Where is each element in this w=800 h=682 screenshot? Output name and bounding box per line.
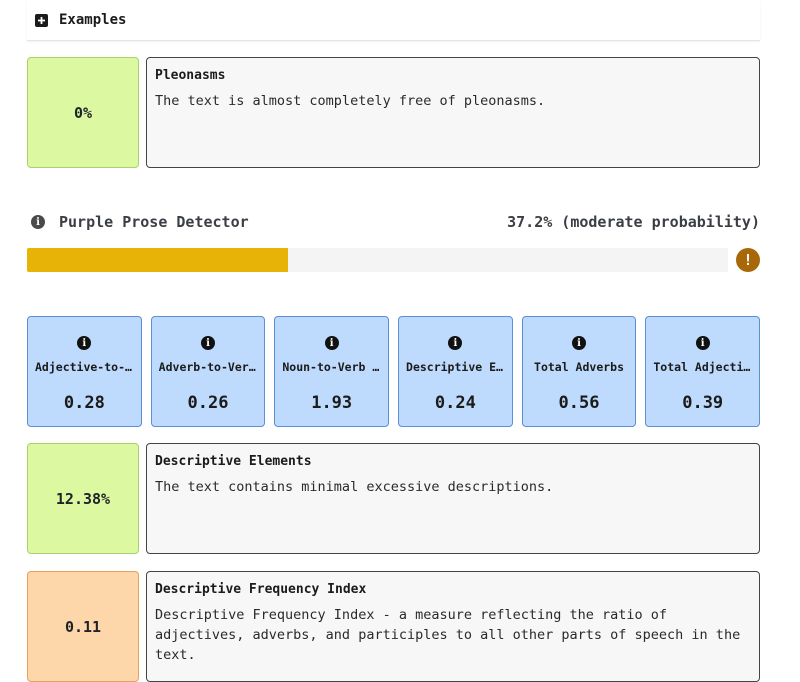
purple-prose-header: i Purple Prose Detector 37.2% (moderate … (27, 210, 760, 234)
pleonasms-section: 0% Pleonasms The text is almost complete… (27, 57, 760, 168)
metric-value: 1.93 (311, 393, 353, 413)
descriptive-elements-text: The text contains minimal excessive desc… (155, 479, 554, 495)
examples-label: Examples (59, 12, 127, 28)
metric-label: Adverb-to-Verb Ratio (158, 360, 258, 374)
descriptive-frequency-description-panel: Descriptive Frequency Index Descriptive … (146, 571, 760, 682)
purple-prose-progress-fill (27, 248, 288, 272)
metric-value: 0.24 (434, 393, 476, 413)
metric-card-total-adverbs: i Total Adverbs 0.56 (521, 316, 637, 427)
metric-label: Descriptive Elements (406, 360, 505, 374)
exclamation-circle-icon[interactable]: ! (736, 248, 760, 272)
metric-value: 0.39 (682, 393, 724, 413)
info-icon[interactable]: i (695, 336, 710, 350)
metric-value: 0.26 (187, 393, 229, 413)
plus-square-icon (35, 13, 48, 27)
metric-label: Total Adjectives (653, 360, 752, 374)
descriptive-frequency-score: 0.11 (27, 571, 139, 682)
info-icon[interactable]: i (77, 336, 92, 350)
examples-toggle[interactable]: Examples (27, 0, 760, 41)
info-icon[interactable]: i (201, 336, 215, 350)
metric-label: Noun-to-Verb Ratio (282, 360, 381, 374)
descriptive-frequency-title: Descriptive Frequency Index (155, 582, 367, 597)
info-icon[interactable]: i (448, 336, 463, 350)
purple-prose-value: 37.2% (moderate probability) (507, 213, 760, 231)
metric-label: Adjective-to-Noun Ratio (35, 360, 134, 374)
metric-card-total-adjectives: i Total Adjectives 0.39 (645, 316, 761, 427)
descriptive-elements-section: 12.38% Descriptive Elements The text con… (27, 443, 760, 554)
descriptive-frequency-text: Descriptive Frequency Index - a measure … (155, 607, 741, 663)
pleonasms-description-panel: Pleonasms The text is almost completely … (146, 57, 760, 168)
pleonasms-text: The text is almost completely free of pl… (155, 93, 546, 109)
metric-card-descriptive: i Descriptive Elements 0.24 (398, 316, 513, 427)
metric-card-adverb-to-verb: i Adverb-to-Verb Ratio 0.26 (150, 316, 266, 427)
descriptive-elements-title: Descriptive Elements (155, 454, 312, 469)
purple-prose-progress-bar (27, 248, 728, 272)
info-icon[interactable]: i (324, 336, 339, 350)
descriptive-frequency-section: 0.11 Descriptive Frequency Index Descrip… (27, 571, 760, 682)
pleonasms-title: Pleonasms (155, 68, 226, 83)
metric-card-adjective-to-noun: i Adjective-to-Noun Ratio 0.28 (27, 316, 142, 427)
metrics-row: i Adjective-to-Noun Ratio 0.28 i Adverb-… (27, 316, 761, 427)
metric-value: 0.56 (558, 393, 600, 413)
purple-prose-title: Purple Prose Detector (59, 213, 249, 231)
info-icon[interactable]: i (572, 336, 587, 350)
metric-card-noun-to-verb: i Noun-to-Verb Ratio 1.93 (274, 316, 390, 427)
metric-label: Total Adverbs (534, 360, 625, 374)
descriptive-elements-description-panel: Descriptive Elements The text contains m… (146, 443, 760, 554)
info-icon[interactable]: i (31, 215, 45, 229)
descriptive-elements-score: 12.38% (27, 443, 139, 554)
metric-value: 0.28 (63, 393, 105, 413)
pleonasms-score: 0% (27, 57, 139, 168)
